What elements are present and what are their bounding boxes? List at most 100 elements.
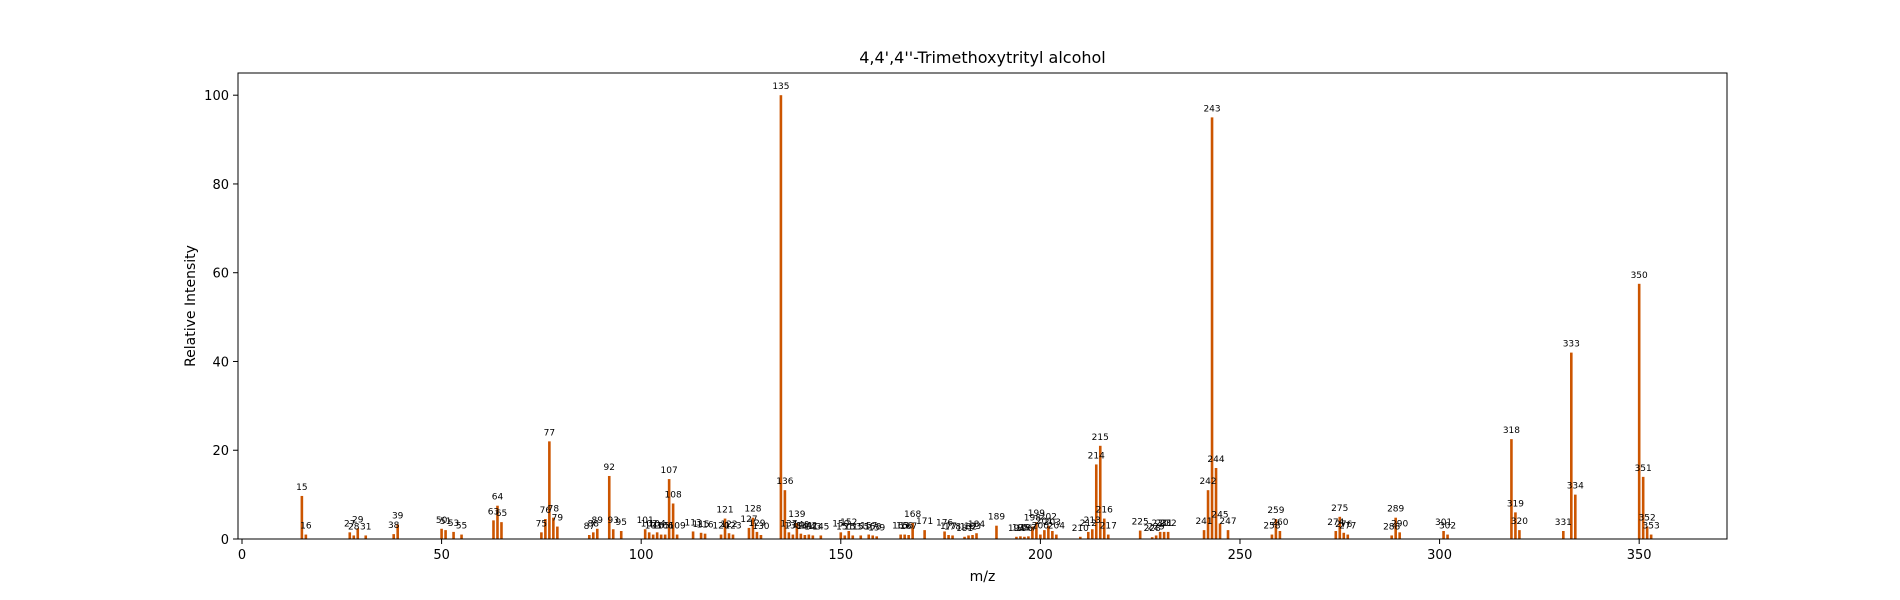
peak-label: 120: [712, 522, 729, 532]
peak-label: 200: [1032, 522, 1049, 532]
peak-label: 138: [784, 522, 801, 532]
spectrum-bar: [731, 534, 735, 539]
peak-label: 301: [1435, 518, 1452, 528]
spectrum-bar: [1570, 352, 1573, 539]
x-axis: 0 50 100 150 200 250 300 350: [238, 539, 1652, 563]
spectrum-bar: [548, 441, 551, 539]
spectrum-bar: [1090, 529, 1094, 539]
spectrum-bar: [1218, 523, 1222, 539]
peak-label: 177: [940, 522, 957, 532]
bar-series: [300, 95, 1653, 539]
spectrum-bar: [703, 533, 707, 539]
spectrum-bar: [667, 479, 671, 539]
peak-label: 137: [780, 519, 797, 529]
spectrum-bar: [1094, 464, 1098, 539]
x-tick-label: 300: [1427, 548, 1452, 563]
peak-label: 276: [1335, 520, 1352, 530]
peak-label: 334: [1567, 482, 1584, 492]
peak-label: 93: [608, 516, 619, 526]
peak-label: 113: [684, 518, 701, 528]
spectrum-bar: [611, 529, 615, 539]
y-tick-label: 80: [212, 178, 229, 193]
x-tick-label: 100: [629, 548, 654, 563]
spectrum-bar: [1051, 531, 1054, 539]
peak-label: 195: [1012, 523, 1029, 533]
peak-label: 260: [1271, 518, 1288, 528]
spectrum-bar: [392, 534, 395, 539]
spectrum-bar: [591, 532, 595, 539]
peak-label: 194: [1008, 524, 1025, 534]
x-tick-label: 350: [1627, 548, 1652, 563]
peak-label: 106: [657, 522, 674, 532]
spectrum-bar: [364, 535, 368, 539]
spectrum-bar: [971, 535, 974, 539]
spectrum-bar: [839, 532, 843, 539]
spectrum-bar: [659, 534, 663, 539]
plot-frame: [237, 72, 1728, 540]
peak-label: 212: [1080, 519, 1097, 529]
spectrum-bar: [1210, 117, 1214, 539]
spectrum-bar: [1338, 516, 1342, 539]
peak-label: 319: [1507, 499, 1524, 509]
peak-label: 215: [1092, 433, 1109, 443]
spectrum-bar: [947, 535, 950, 539]
peak-label: 128: [744, 505, 761, 515]
peak-label: 38: [388, 521, 400, 531]
spectrum-bar: [1102, 518, 1106, 539]
peak-label: 77: [544, 428, 555, 438]
spectrum-bar: [643, 529, 647, 539]
peak-label: 64: [492, 493, 504, 503]
peak-label: 87: [584, 522, 595, 532]
peak-label: 115: [692, 520, 709, 530]
spectrum-bar: [779, 95, 783, 539]
peak-label: 290: [1391, 519, 1408, 529]
peak-label: 150: [832, 519, 849, 529]
peak-label: 204: [1048, 522, 1065, 532]
peak-label: 109: [669, 522, 686, 532]
spectrum-bar: [1214, 467, 1218, 539]
peak-label: 39: [392, 511, 404, 521]
spectrum-bar: [1047, 525, 1050, 539]
spectrum-bar: [751, 517, 755, 539]
peak-label: 216: [1096, 506, 1113, 516]
spectrum-bar: [903, 534, 906, 539]
peak-label: 229: [1148, 522, 1165, 532]
peak-label: 258: [1263, 522, 1280, 532]
peak-label: 231: [1156, 519, 1173, 529]
peak-label: 153: [844, 522, 861, 532]
peak-label: 145: [812, 522, 829, 532]
peak-label: 121: [716, 506, 733, 516]
peak-label: 139: [788, 510, 805, 520]
peak-label: 142: [800, 522, 817, 532]
peak-label: 157: [860, 522, 877, 532]
peak-label: 289: [1387, 505, 1404, 515]
peak-label: 152: [840, 518, 857, 528]
spectrum-bar: [1206, 490, 1210, 539]
spectrum-bar: [1031, 526, 1034, 539]
spectrum-bar: [556, 526, 559, 539]
spectrum-bar: [819, 535, 823, 539]
spectrum-bar: [595, 528, 599, 539]
peak-label: 181: [956, 524, 973, 534]
peak-label: 243: [1203, 104, 1220, 114]
spectrum-bar: [975, 533, 978, 539]
spectrum-bar: [847, 531, 851, 539]
spectrum-bar: [1086, 531, 1090, 539]
spectrum-bar: [655, 532, 659, 539]
spectrum-bar: [1390, 535, 1393, 539]
spectrum-bar: [1334, 531, 1338, 539]
spectrum-bar: [348, 532, 352, 539]
spectrum-bar: [587, 535, 591, 539]
peak-label: 28: [348, 522, 360, 532]
y-axis-label: Relative Intensity: [183, 245, 199, 367]
peak-label: 79: [552, 514, 564, 524]
spectrum-bar: [1641, 476, 1645, 539]
peak-label: 63: [488, 507, 499, 517]
peak-label: 51: [440, 517, 451, 527]
spectrum-bar: [1270, 534, 1274, 539]
spectrum-bar: [951, 535, 954, 539]
peak-label: 259: [1267, 506, 1284, 516]
spectrum-bar: [1394, 517, 1397, 539]
spectrum-bar: [540, 532, 543, 539]
